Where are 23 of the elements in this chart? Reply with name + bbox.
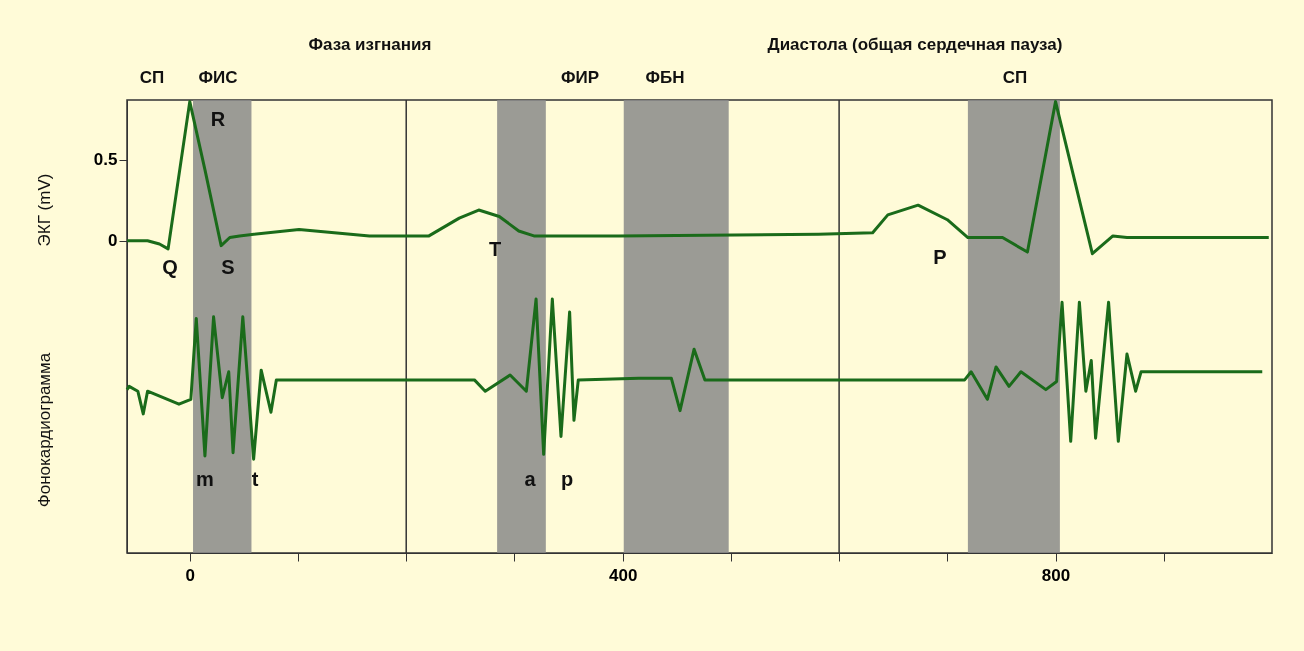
annotation: m <box>196 468 214 490</box>
x-tick-label: 400 <box>608 565 638 585</box>
annotation: R <box>210 108 226 130</box>
text: Диастола (общая сердечная пауза) <box>767 35 1063 54</box>
text: ФБН <box>645 68 685 87</box>
text: Фаза изгнания <box>308 35 432 54</box>
x-tick-label: 0 <box>185 565 195 585</box>
text: ФИС <box>198 68 238 87</box>
x-tick-label: 800 <box>1041 565 1071 585</box>
annotation: Q <box>162 256 178 278</box>
annotation: T <box>488 238 502 260</box>
text: СП <box>139 68 165 87</box>
y-tick-label: 0.5 <box>93 150 118 170</box>
y-axis-title: ЭКГ (mV) <box>35 173 54 247</box>
annotation: P <box>933 246 947 268</box>
text: Фонокардиограмма <box>35 352 54 508</box>
line-series <box>125 297 1264 461</box>
annotation: p <box>560 468 574 490</box>
text: СП <box>1002 68 1028 87</box>
text: ФИР <box>560 68 600 87</box>
annotation: S <box>221 256 235 278</box>
annotation: t <box>251 468 259 490</box>
annotation: a <box>524 468 537 490</box>
